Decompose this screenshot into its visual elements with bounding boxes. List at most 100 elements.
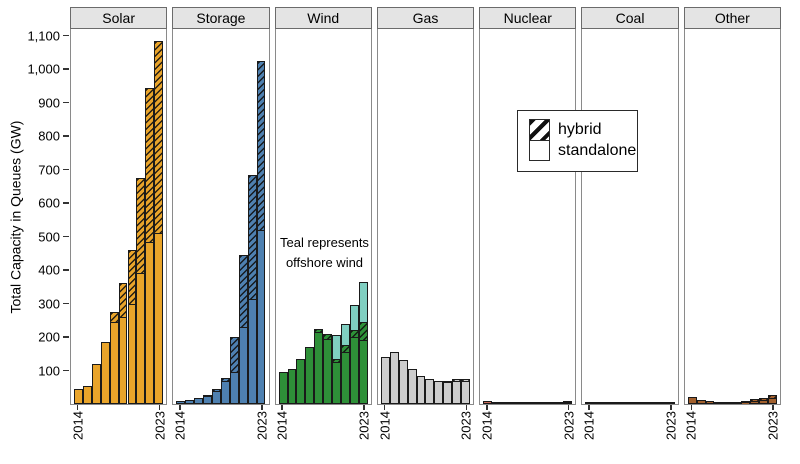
legend-item-hybrid: hybrid xyxy=(529,119,637,140)
bar-other-2023 xyxy=(767,395,777,404)
x-tick-mark xyxy=(261,405,263,410)
y-tick-mark xyxy=(63,235,69,238)
x-tick-mark xyxy=(363,405,365,410)
segment-standalone xyxy=(381,358,389,403)
panel-wind: Wind 2014 2023 xyxy=(274,7,372,460)
y-tick-label: 400 xyxy=(38,262,60,278)
y-tick-label: 1,000 xyxy=(27,61,60,77)
bar-storage-2023 xyxy=(256,60,266,404)
segment-hybrid xyxy=(751,400,758,402)
x-tick-label: 2023 xyxy=(356,411,372,440)
bar-coal-2015 xyxy=(594,402,604,404)
segment-standalone xyxy=(204,396,211,403)
bar-other-2022 xyxy=(759,398,768,404)
bar-coal-2018 xyxy=(621,402,630,404)
segment-hybrid xyxy=(359,322,367,342)
bar-coal-2019 xyxy=(629,402,639,404)
x-axis-nuclear: 2014 2023 xyxy=(479,405,576,460)
panel-storage: Storage 2014 2023 xyxy=(172,7,270,460)
bar-nuclear-2022 xyxy=(554,402,564,404)
bar-nuclear-2018 xyxy=(518,402,528,404)
segment-hybrid xyxy=(453,379,461,382)
segment-standalone xyxy=(101,343,109,403)
y-tick-label: 100 xyxy=(38,363,60,378)
y-tick-mark xyxy=(63,68,69,70)
panel-header-gas: Gas xyxy=(376,7,475,29)
x-tick-label: 2014 xyxy=(683,411,699,440)
x-tick-label: 2014 xyxy=(172,411,188,440)
segment-offshore xyxy=(350,306,358,332)
plot-area-solar xyxy=(70,29,168,405)
facet-panels: Solar 2014 2023 Storage 2014 2023 Wind 2014 2023… xyxy=(70,7,781,460)
bar-gas-2014 xyxy=(380,357,390,404)
bar-storage-2016 xyxy=(194,397,204,404)
segment-offshore xyxy=(341,324,349,347)
segment-standalone xyxy=(83,386,91,403)
x-tick-label: 2023 xyxy=(663,411,679,440)
segment-standalone xyxy=(128,304,136,403)
segment-standalone xyxy=(248,299,256,403)
segment-standalone xyxy=(306,348,314,403)
x-axis-gas: 2014 2023 xyxy=(377,405,474,460)
bar-nuclear-2019 xyxy=(527,402,537,404)
plot-area-other xyxy=(683,29,781,405)
y-tick-mark xyxy=(63,369,69,372)
hybrid-hatch-swatch-icon xyxy=(529,119,550,140)
bar-wind-2014 xyxy=(278,372,288,404)
y-tick-label: 600 xyxy=(38,195,60,211)
y-tick-label: 300 xyxy=(38,296,60,312)
bar-wind-2020 xyxy=(332,335,341,404)
segment-offshore xyxy=(359,282,367,323)
bar-other-2021 xyxy=(750,399,759,404)
segment-standalone xyxy=(390,353,398,403)
bar-solar-2023 xyxy=(154,40,164,404)
x-tick-mark xyxy=(158,405,161,410)
segment-standalone xyxy=(453,381,461,403)
segment-hybrid xyxy=(119,284,127,318)
bar-wind-2015 xyxy=(287,368,297,404)
bar-gas-2018 xyxy=(416,375,426,404)
x-axis-wind: 2014 2023 xyxy=(275,405,372,460)
segment-hybrid xyxy=(341,346,349,354)
bar-storage-2015 xyxy=(185,399,195,404)
bar-storage-2017 xyxy=(203,394,212,404)
bar-coal-2017 xyxy=(612,402,622,404)
bar-storage-2020 xyxy=(229,337,239,404)
x-tick-label: 2014 xyxy=(377,411,393,440)
segment-hybrid xyxy=(230,338,238,374)
segment-standalone xyxy=(462,382,469,403)
x-tick-mark xyxy=(76,405,79,410)
bar-other-2020 xyxy=(741,400,751,404)
x-tick-mark xyxy=(486,405,488,410)
y-tick-mark xyxy=(63,269,69,271)
segment-hybrid xyxy=(204,395,211,397)
y-tick-mark xyxy=(63,336,69,338)
x-tick-label: 2014 xyxy=(274,411,290,440)
bar-other-2015 xyxy=(696,399,706,404)
segment-standalone xyxy=(177,402,185,403)
bar-wind-2018 xyxy=(314,328,324,404)
y-tick-mark xyxy=(63,135,69,137)
x-axis-storage: 2014 2023 xyxy=(172,405,269,460)
segment-hybrid xyxy=(768,396,776,399)
segment-standalone xyxy=(399,361,407,403)
y-tick-mark xyxy=(63,101,69,104)
annotation-line-1: Teal represents xyxy=(280,235,369,250)
y-tick-label: 200 xyxy=(38,329,60,345)
bar-storage-2014 xyxy=(176,401,186,404)
bar-gas-2023 xyxy=(461,378,470,404)
segment-standalone xyxy=(408,369,416,403)
segment-standalone xyxy=(484,402,492,403)
segment-hybrid xyxy=(350,331,358,339)
y-tick-label: 900 xyxy=(38,95,60,111)
segment-hybrid xyxy=(221,378,229,382)
bar-nuclear-2020 xyxy=(536,402,546,404)
bar-other-2014 xyxy=(687,396,697,404)
panel-header-coal: Coal xyxy=(581,7,679,29)
panel-header-solar: Solar xyxy=(70,7,168,29)
y-tick-label: 800 xyxy=(38,128,60,144)
segment-hybrid xyxy=(257,61,265,231)
segment-hybrid xyxy=(155,41,163,235)
bar-gas-2021 xyxy=(443,380,453,404)
